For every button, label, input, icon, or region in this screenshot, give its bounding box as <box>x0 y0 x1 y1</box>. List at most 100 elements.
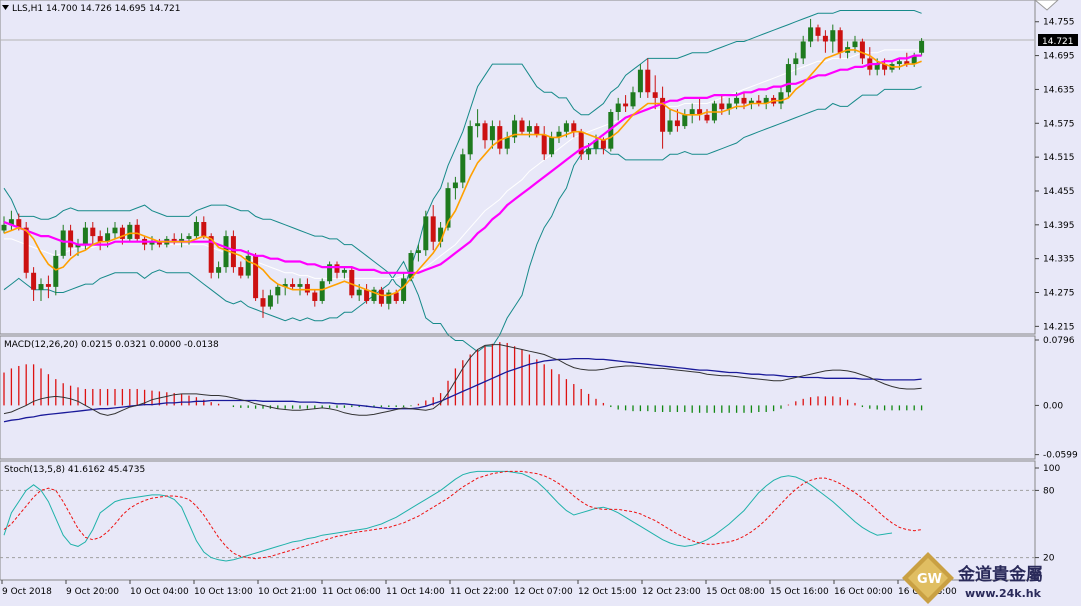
candle-bull <box>852 41 858 48</box>
candle-bull <box>896 61 902 65</box>
candle-bull <box>615 103 621 112</box>
macd-panel[interactable]: MACD(12,26,20) 0.0215 0.0321 0.0000 -0.0… <box>0 335 1036 460</box>
fast-ma-line <box>3 49 922 297</box>
candle-bull <box>808 27 814 42</box>
candle-bull <box>38 284 44 290</box>
candle-bear <box>230 236 236 268</box>
candle-bull <box>593 140 599 149</box>
candle-bull <box>526 126 532 132</box>
candle-bull <box>223 236 229 268</box>
candle-bear <box>497 126 503 149</box>
candle-bull <box>127 224 133 239</box>
candle-bull <box>193 222 199 237</box>
candle-bull <box>785 64 791 93</box>
time-tick-label: 12 Oct 23:00 <box>642 587 701 597</box>
candle-bull <box>556 131 562 138</box>
candle-bear <box>45 284 51 287</box>
candle-bear <box>171 238 177 242</box>
candle-bull <box>112 227 118 234</box>
candle-bull <box>408 253 414 279</box>
price-tick-label: 14.575 <box>1043 119 1075 129</box>
candle-bear <box>482 123 488 141</box>
price-panel[interactable]: LLS,H1 14.700 14.726 14.695 14.721 <box>0 0 1059 353</box>
candle-bull <box>800 41 806 59</box>
price-tick-label: 14.395 <box>1043 221 1075 231</box>
time-tick-label: 9 Oct 20:00 <box>66 587 119 597</box>
candle-bear <box>156 241 162 245</box>
candle-bull <box>186 236 192 239</box>
watermark-logo-text: GW <box>917 572 942 587</box>
candle-bear <box>393 292 399 301</box>
price-tick-label: 14.755 <box>1043 18 1075 28</box>
candle-bear <box>882 64 888 70</box>
candle-bear <box>378 289 384 304</box>
candle-bull <box>60 230 66 256</box>
candle-bull <box>489 126 495 141</box>
candle-bear <box>578 131 584 155</box>
time-tick-label: 9 Oct 2018 <box>2 587 52 597</box>
candle-bear <box>134 224 140 239</box>
candle-bull <box>504 137 510 149</box>
candle-bull <box>179 238 185 242</box>
candle-bull <box>82 227 88 245</box>
candle-bull <box>630 92 636 107</box>
candle-bear <box>201 222 207 237</box>
candle-bear <box>253 255 259 299</box>
macd-main-line <box>3 344 922 416</box>
macd-tick-label: 0.0796 <box>1043 336 1075 346</box>
candle-bear <box>68 230 74 248</box>
symbol-dropdown-icon[interactable] <box>2 5 9 10</box>
candle-bear <box>534 126 540 135</box>
macd-panel-label: MACD(12,26,20) 0.0215 0.0321 0.0000 -0.0… <box>4 340 219 350</box>
candle-bull <box>512 120 518 138</box>
candle-bear <box>119 227 125 239</box>
candle-bull <box>475 123 481 127</box>
price-tick-label: 14.275 <box>1043 289 1075 299</box>
time-tick-label: 10 Oct 13:00 <box>194 587 253 597</box>
candle-bear <box>31 272 37 290</box>
candle-bull <box>608 112 614 149</box>
candle-bull <box>105 233 111 242</box>
price-panel-label: LLS,H1 14.700 14.726 14.695 14.721 <box>12 4 181 14</box>
candle-bear <box>97 236 103 242</box>
candle-bull <box>297 284 303 287</box>
candle-bear <box>23 227 29 273</box>
candle-bull <box>830 30 836 42</box>
candle-bull <box>386 292 392 304</box>
candle-bear <box>260 298 266 307</box>
candle-bull <box>793 58 799 65</box>
candle-bear <box>430 216 436 242</box>
candle-bull <box>319 281 325 301</box>
candle-bear <box>364 289 370 301</box>
stoch-panel[interactable]: Stoch(13,5,8) 41.6162 45.4735 <box>0 460 1036 581</box>
candle-bull <box>327 264 333 282</box>
window-corner-marker <box>1034 0 1059 11</box>
candle-bull <box>282 284 288 287</box>
candle-bull <box>267 295 273 307</box>
candle-bear <box>674 120 680 127</box>
candle-bear <box>304 284 310 293</box>
candle-bull <box>549 137 555 155</box>
candle-bull <box>75 244 81 248</box>
candle-bear <box>571 123 577 132</box>
candle-bull <box>245 255 251 276</box>
candle-bear <box>623 103 629 107</box>
stoch-tick-label: 100 <box>1043 464 1060 474</box>
candle-bear <box>334 264 340 273</box>
time-tick-label: 16 Oct 00:00 <box>834 587 893 597</box>
candle-bear <box>660 97 666 132</box>
candle-bull <box>445 188 451 228</box>
candle-bear <box>238 267 244 276</box>
candle-bear <box>290 284 296 287</box>
time-tick-label: 12 Oct 07:00 <box>514 587 573 597</box>
price-tick-label: 14.215 <box>1043 322 1075 332</box>
price-tick-label: 14.635 <box>1043 85 1075 95</box>
candle-bear <box>741 97 747 104</box>
macd-signal-line <box>3 357 922 423</box>
candle-bull <box>415 250 421 254</box>
current-price-value: 14.721 <box>1042 37 1074 47</box>
candle-bull <box>682 114 688 127</box>
candle-bull <box>734 97 740 104</box>
